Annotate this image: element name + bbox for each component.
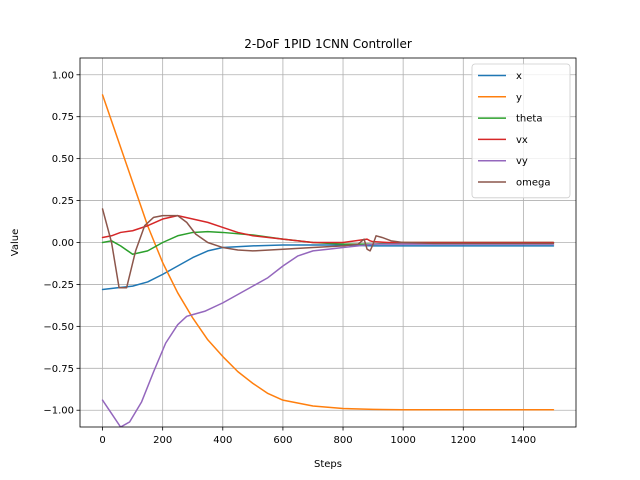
x-tick-label: 1000 xyxy=(390,435,415,446)
y-tick-label: 1.00 xyxy=(52,70,74,81)
y-tick-label: 0.50 xyxy=(52,154,74,165)
legend-label-y: y xyxy=(516,92,522,103)
legend-label-vy: vy xyxy=(516,156,528,167)
x-tick-label: 600 xyxy=(273,435,292,446)
y-tick-label: 0.25 xyxy=(52,196,74,207)
series-line-vy xyxy=(101,243,555,427)
y-axis-label: Value xyxy=(10,229,21,256)
x-axis-label: Steps xyxy=(314,459,342,470)
series-line-y xyxy=(101,94,555,411)
y-tick-label: −0.75 xyxy=(43,364,74,375)
x-tick-label: 800 xyxy=(333,435,352,446)
series-lines xyxy=(101,94,555,427)
x-tick-label: 0 xyxy=(99,435,105,446)
x-tick-label: 400 xyxy=(213,435,232,446)
y-tick-label: −1.00 xyxy=(43,406,74,417)
series-line-vx xyxy=(101,214,555,244)
y-tick-label: 0.75 xyxy=(52,112,74,123)
legend: xy theta vx vy omega xyxy=(471,63,571,199)
legend-label-theta: theta xyxy=(516,114,542,125)
x-tick-label: 200 xyxy=(153,435,172,446)
series-line-omega xyxy=(101,208,555,289)
legend-label-vx: vx xyxy=(516,135,528,146)
x-tick-label: 1400 xyxy=(511,435,536,446)
legend-label-x: x xyxy=(516,71,522,82)
axis-ticks: 0 200 400 600 800 1000 1200 1400 −1.00 −0.75 −0.50… xyxy=(43,70,536,446)
x-tick-label: 1200 xyxy=(451,435,476,446)
y-tick-label: −0.25 xyxy=(43,280,74,291)
y-tick-label: 0.00 xyxy=(52,238,74,249)
y-tick-label: −0.50 xyxy=(43,322,74,333)
legend-label-omega: omega xyxy=(516,178,551,189)
chart-title: 2-DoF 1PID 1CNN Controller xyxy=(244,37,412,51)
